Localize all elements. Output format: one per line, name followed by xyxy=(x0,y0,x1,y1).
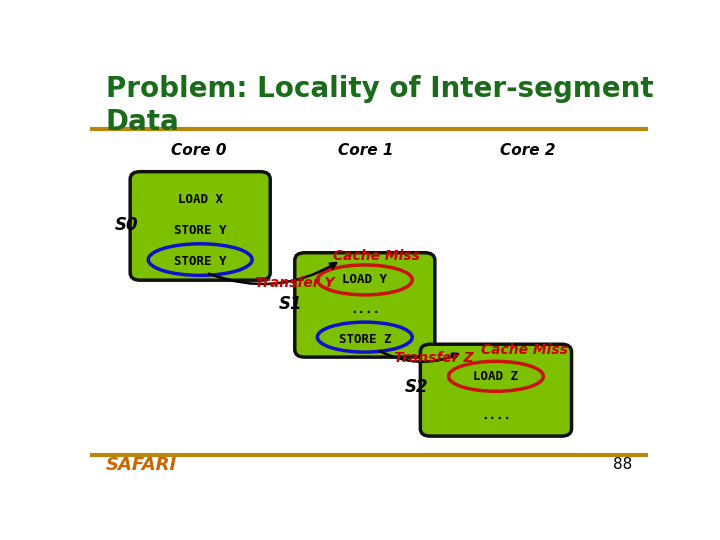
Text: Data: Data xyxy=(106,109,179,137)
Text: LOAD Y: LOAD Y xyxy=(342,273,387,286)
FancyBboxPatch shape xyxy=(294,253,435,357)
Text: S1: S1 xyxy=(279,295,302,313)
Text: LOAD Z: LOAD Z xyxy=(474,370,518,383)
Text: S2: S2 xyxy=(405,378,428,396)
Text: 88: 88 xyxy=(613,457,632,472)
Text: Core 0: Core 0 xyxy=(171,143,227,158)
Text: Cache Miss: Cache Miss xyxy=(333,249,420,263)
Text: S0: S0 xyxy=(114,216,138,234)
FancyBboxPatch shape xyxy=(420,344,572,436)
Text: STORE Y: STORE Y xyxy=(174,255,227,268)
Text: Transfer Z: Transfer Z xyxy=(394,351,474,365)
Text: STORE Z: STORE Z xyxy=(338,333,391,346)
Text: Problem: Locality of Inter-segment: Problem: Locality of Inter-segment xyxy=(106,75,653,103)
Text: SAFARI: SAFARI xyxy=(106,456,177,474)
Text: Transfer Y: Transfer Y xyxy=(255,276,334,290)
Text: Core 1: Core 1 xyxy=(338,143,394,158)
Text: Cache Miss: Cache Miss xyxy=(481,342,567,356)
Text: ....: .... xyxy=(350,303,380,316)
Text: Core 2: Core 2 xyxy=(500,143,556,158)
Text: ....: .... xyxy=(481,409,511,422)
FancyBboxPatch shape xyxy=(130,172,270,280)
Text: STORE Y: STORE Y xyxy=(174,224,227,237)
Text: LOAD X: LOAD X xyxy=(178,193,222,206)
